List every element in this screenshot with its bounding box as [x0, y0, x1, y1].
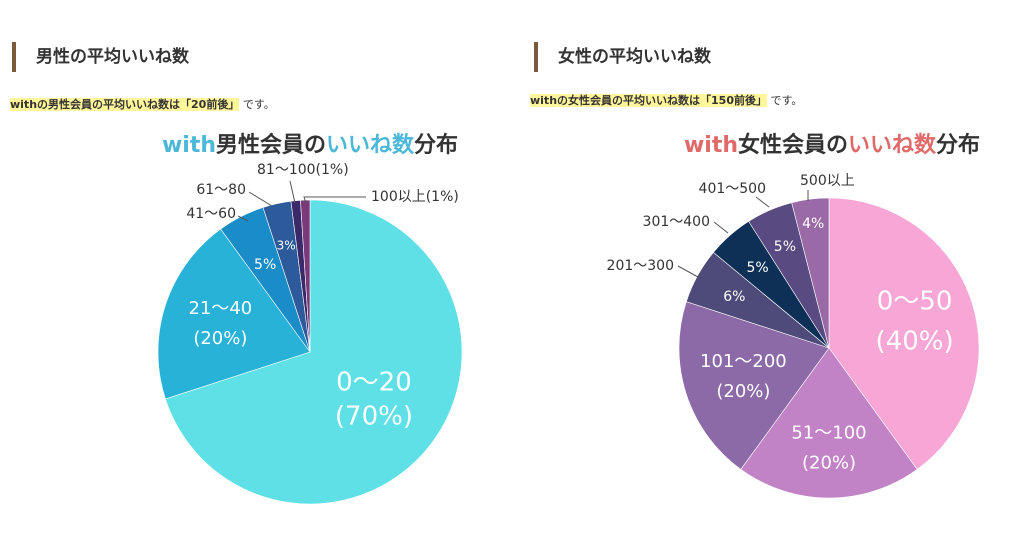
male-slice-label-2: 5%: [254, 257, 276, 273]
female-pie-chart: with女性会員のいいね数分布 0〜50 (40%) 51〜100 (20%)101〜…: [607, 132, 980, 499]
female-slice-label-5: 5%: [774, 239, 796, 255]
female-callout-label-5: 401〜500: [699, 181, 766, 197]
male-chart-title-with: with: [162, 133, 216, 158]
female-slice-label-6: 4%: [802, 216, 824, 232]
female-slice-label-3: 6%: [723, 289, 745, 305]
male-callout-label-3: 61〜80: [196, 182, 246, 198]
female-slice-2: [678, 301, 830, 470]
male-leader-line-4: [289, 180, 296, 204]
female-callout-label-6: 500以上: [800, 173, 855, 189]
male-summary-suffix: です。: [242, 98, 275, 111]
female-chart-title-members: 女性会員の: [738, 132, 848, 158]
female-chart-title-with: with: [684, 133, 738, 158]
male-pie-chart: with男性会員のいいね数分布 0〜20 (70%) 21〜40 (20%) 5%3% 4…: [157, 132, 463, 505]
male-slice-label-1: 21〜40 (20%): [188, 298, 252, 349]
male-summary-highlight: withの男性会員の平均いいね数は「20前後」: [10, 98, 240, 111]
female-section-heading: 女性の平均いいね数: [534, 42, 711, 72]
female-summary-suffix: です。: [770, 94, 803, 107]
female-panel: 女性の平均いいね数 withの女性会員の平均いいね数は「150前後」 です。 w…: [512, 0, 1024, 538]
female-leader-line-3: [677, 265, 699, 278]
male-chart-title: with男性会員のいいね数分布: [162, 132, 458, 158]
female-slice-label-2: 101〜200 (20%): [700, 351, 787, 402]
male-leader-line-3: [248, 191, 273, 207]
male-chart-title-members: 男性会員の: [216, 132, 326, 158]
female-callout-label-3: 201〜300: [607, 258, 674, 274]
female-slice-6: [791, 197, 830, 349]
male-slice-label-3: 3%: [277, 238, 296, 252]
male-callout-label-4: 81〜100(1%): [257, 162, 349, 178]
male-slice-label-0: 0〜20 (70%): [335, 368, 413, 432]
female-slice-1: [740, 347, 918, 499]
male-summary-note: withの男性会員の平均いいね数は「20前後」 です。: [10, 97, 275, 113]
male-chart-title-likes: いいね数: [326, 132, 415, 158]
male-chart-title-dist: 分布: [414, 132, 458, 158]
male-callout-label-2: 41〜60: [186, 206, 236, 222]
female-summary-highlight: withの女性会員の平均いいね数は「150前後」: [530, 94, 767, 107]
female-chart-title-dist: 分布: [936, 132, 980, 158]
female-pie-slices: [678, 197, 980, 499]
female-callout-label-4: 301〜400: [643, 214, 710, 230]
female-slice-0: [828, 197, 980, 470]
female-slice-label-1: 51〜100 (20%): [791, 422, 866, 473]
male-leader-line-5: [303, 196, 366, 204]
male-leader-line-2: [237, 215, 249, 222]
male-callout-label-5: 100以上(1%): [371, 189, 459, 205]
female-leader-line-4: [713, 221, 729, 234]
female-summary-note: withの女性会員の平均いいね数は「150前後」 です。: [530, 93, 802, 109]
female-chart-title: with女性会員のいいね数分布: [684, 132, 980, 158]
male-slice-1: [157, 228, 311, 400]
female-slice-label-0: 0〜50 (40%): [876, 286, 954, 356]
male-section-heading: 男性の平均いいね数: [12, 42, 189, 72]
male-slice-0: [165, 199, 463, 505]
female-leader-line-5: [755, 196, 770, 208]
male-pie-slices: [157, 199, 463, 505]
male-panel: 男性の平均いいね数 withの男性会員の平均いいね数は「20前後」 です。 wi…: [10, 42, 463, 505]
female-slice-label-4: 5%: [746, 260, 768, 276]
female-chart-title-likes: いいね数: [848, 132, 937, 158]
